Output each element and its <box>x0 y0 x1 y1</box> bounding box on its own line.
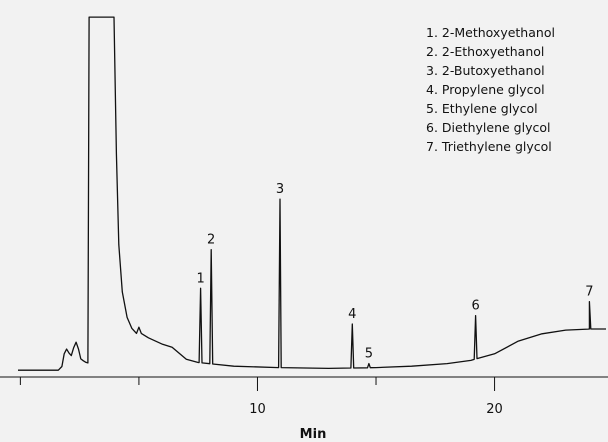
x-axis-title: Min <box>300 427 327 442</box>
peak-label-2: 2 <box>207 233 215 248</box>
peak-labels: 1 2 3 4 5 6 7 <box>196 182 593 362</box>
legend-entry-1: 1. 2-Methoxyethanol <box>426 25 555 40</box>
legend-entry-3: 3. 2-Butoxyethanol <box>426 63 545 78</box>
peak-label-5: 5 <box>365 347 373 362</box>
legend-entry-2: 2. 2-Ethoxyethanol <box>426 44 544 59</box>
chart-legend: 1. 2-Methoxyethanol 2. 2-Ethoxyethanol 3. … <box>426 25 555 154</box>
peak-label-7: 7 <box>585 285 593 300</box>
legend-entry-5: 5. Ethylene glycol <box>426 101 538 116</box>
legend-entry-7: 7. Triethylene glycol <box>426 139 552 154</box>
legend-entry-4: 4. Propylene glycol <box>426 82 545 97</box>
chromatogram-trace <box>18 16 606 371</box>
peak-label-3: 3 <box>276 182 284 197</box>
peak-label-6: 6 <box>471 299 479 314</box>
x-tick-label: 20 <box>486 402 503 417</box>
x-axis-ticks: 10 20 <box>19 377 503 417</box>
legend-entry-6: 6. Diethylene glycol <box>426 120 550 135</box>
x-tick-label: 10 <box>249 402 266 417</box>
peak-label-1: 1 <box>196 271 204 286</box>
peak-label-4: 4 <box>348 307 356 322</box>
